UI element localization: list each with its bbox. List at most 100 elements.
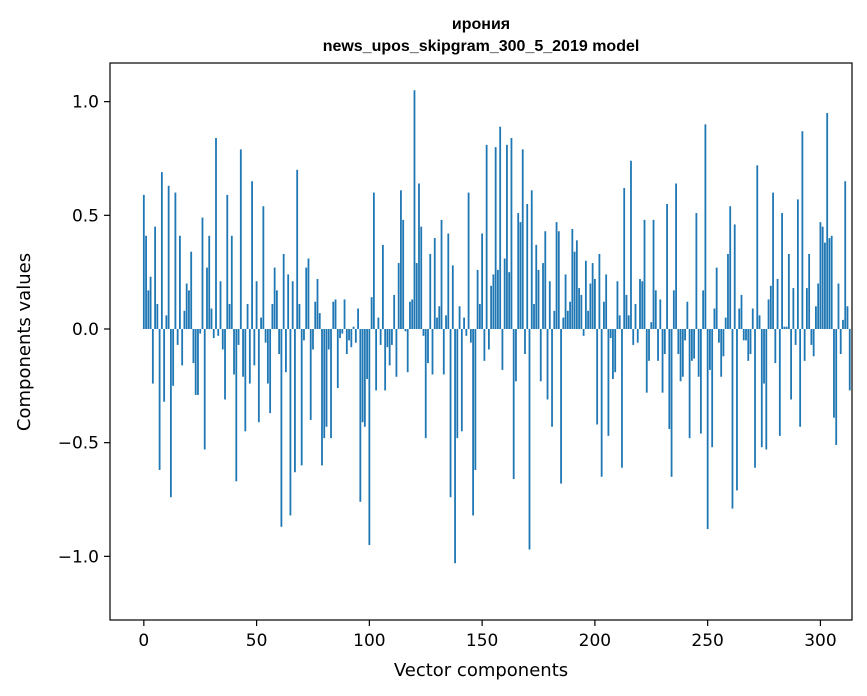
bar xyxy=(616,281,619,329)
bar xyxy=(815,306,817,329)
bar xyxy=(300,329,303,466)
bar xyxy=(663,329,666,355)
bar xyxy=(456,329,459,439)
bar xyxy=(557,231,560,329)
bar xyxy=(747,329,750,361)
bar xyxy=(361,329,364,423)
bar xyxy=(422,329,425,336)
bar xyxy=(627,315,630,329)
bar xyxy=(298,303,301,329)
bar xyxy=(188,290,190,329)
bar xyxy=(415,263,418,329)
bar xyxy=(158,329,161,470)
bar xyxy=(251,181,253,329)
bar xyxy=(643,219,646,329)
bar xyxy=(402,219,405,329)
bar xyxy=(790,329,792,400)
bar xyxy=(372,192,375,329)
bar xyxy=(781,213,783,329)
bar xyxy=(776,278,779,329)
bar xyxy=(454,329,456,564)
bar xyxy=(172,329,175,386)
bar xyxy=(636,329,639,343)
bar xyxy=(334,299,337,329)
bar xyxy=(348,329,350,341)
bar xyxy=(600,329,603,477)
bar xyxy=(368,329,371,545)
bar xyxy=(197,329,199,395)
bar xyxy=(400,190,402,329)
bar xyxy=(648,329,650,361)
bar xyxy=(679,329,682,382)
bar xyxy=(465,329,468,336)
bar xyxy=(765,329,768,450)
bar xyxy=(215,138,217,329)
bar xyxy=(199,329,202,334)
bar xyxy=(686,301,689,329)
bar xyxy=(578,288,580,329)
bar xyxy=(848,329,851,391)
bar xyxy=(605,274,608,329)
bar xyxy=(318,313,321,329)
bar xyxy=(603,301,605,329)
bar xyxy=(321,329,323,466)
bar xyxy=(397,263,400,329)
bar xyxy=(262,206,265,329)
bar xyxy=(533,303,535,329)
bar xyxy=(593,278,596,329)
bar xyxy=(379,329,382,345)
bar xyxy=(352,326,355,329)
bar xyxy=(370,297,373,329)
bar xyxy=(634,303,637,329)
bar xyxy=(837,283,840,329)
bar xyxy=(260,317,262,329)
bar xyxy=(526,203,529,329)
bar xyxy=(508,272,511,329)
bar xyxy=(625,294,628,329)
bar xyxy=(386,329,389,348)
bar xyxy=(176,329,179,345)
bar xyxy=(363,329,366,427)
bar xyxy=(785,326,788,329)
bar xyxy=(650,322,653,329)
bar xyxy=(758,315,761,329)
bar xyxy=(690,329,693,361)
bar xyxy=(618,315,621,329)
bar xyxy=(185,283,188,329)
bar xyxy=(460,329,463,432)
bar xyxy=(808,253,811,329)
bar xyxy=(287,274,290,329)
bar xyxy=(745,329,747,341)
bar xyxy=(339,329,341,339)
bar xyxy=(828,238,831,329)
bar xyxy=(835,329,838,445)
bar xyxy=(487,329,490,350)
bar xyxy=(174,192,177,329)
bar xyxy=(506,144,508,329)
y-axis-label: Components values xyxy=(14,253,35,431)
x-axis-label: Vector components xyxy=(394,660,568,681)
bar xyxy=(584,260,587,329)
bar xyxy=(715,267,718,329)
bar xyxy=(242,329,244,377)
bar xyxy=(303,329,305,341)
bar xyxy=(702,290,705,329)
bar xyxy=(824,242,826,329)
bar xyxy=(817,283,820,329)
bar xyxy=(560,329,562,484)
bar xyxy=(736,329,738,491)
bar xyxy=(846,306,849,329)
bar xyxy=(729,206,732,329)
bar xyxy=(654,290,657,329)
bar xyxy=(420,226,423,329)
bar xyxy=(699,329,702,434)
bar xyxy=(192,329,195,364)
bar xyxy=(727,253,729,329)
bar xyxy=(632,329,635,345)
bar xyxy=(316,278,319,329)
bar xyxy=(442,329,445,375)
bar xyxy=(661,329,664,393)
bar xyxy=(501,329,504,370)
bar xyxy=(427,329,429,364)
bar xyxy=(332,301,335,329)
